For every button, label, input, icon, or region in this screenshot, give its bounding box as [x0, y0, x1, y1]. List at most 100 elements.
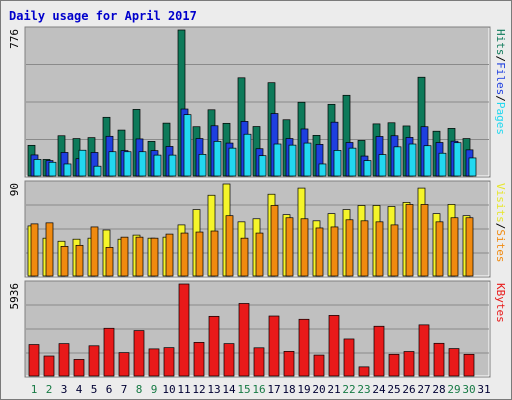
- x-tick-label-22: 22: [342, 383, 355, 396]
- hits-files-pages-bar-pages-1: [33, 159, 42, 177]
- kbytes-bar-kbytes-3: [58, 343, 70, 377]
- visits-sites-bar-sites-16: [255, 232, 264, 277]
- hits-files-pages-bar-pages-2: [48, 161, 57, 177]
- hits-files-pages-bar-pages-12: [198, 154, 207, 177]
- hits-files-pages-bar-pages-11: [183, 114, 192, 177]
- kbytes-bar-kbytes-28: [433, 342, 445, 377]
- hits-files-pages-bar-pages-6: [108, 151, 117, 177]
- visits-sites-bar-sites-8: [135, 236, 144, 277]
- kbytes-panel: 5936 KBytes: [8, 280, 507, 378]
- kbytes-bar-kbytes-9: [148, 348, 160, 377]
- x-tick-label-31: 31: [477, 383, 490, 396]
- hits-files-pages-bar-pages-9: [153, 154, 162, 177]
- visits-sites-bar-sites-17: [270, 205, 279, 277]
- x-tick-label-2: 2: [46, 383, 53, 396]
- hits-files-pages-bar-pages-29: [453, 142, 462, 177]
- visits-sites-bar-sites-2: [45, 222, 54, 277]
- kbytes-bar-kbytes-4: [73, 359, 85, 377]
- kbytes-bar-kbytes-21: [328, 315, 340, 377]
- x-tick-label-27: 27: [417, 383, 430, 396]
- hits-files-pages-bar-pages-16: [258, 155, 267, 177]
- legend-entry: KBytes: [494, 283, 507, 323]
- hits-files-pages-bar-pages-5: [93, 165, 102, 177]
- x-tick-label-21: 21: [327, 383, 340, 396]
- kbytes-bar-kbytes-19: [298, 318, 310, 377]
- visits-sites-bar-sites-7: [120, 236, 129, 277]
- visits-sites-legend: Visits/Sites: [494, 183, 507, 263]
- x-tick-label-18: 18: [282, 383, 295, 396]
- visits-sites-bar-sites-24: [375, 221, 384, 277]
- x-tick-label-9: 9: [151, 383, 158, 396]
- x-tick-label-29: 29: [447, 383, 460, 396]
- hits-files-pages-bar-pages-14: [228, 147, 237, 177]
- visits-sites-bar-sites-10: [165, 233, 174, 277]
- visits-sites-bar-sites-19: [300, 218, 309, 277]
- kbytes-bar-kbytes-15: [238, 303, 250, 377]
- x-tick-label-25: 25: [387, 383, 400, 396]
- visits-sites-bar-sites-1: [30, 223, 39, 277]
- x-tick-label-3: 3: [61, 383, 68, 396]
- kbytes-bar-kbytes-18: [283, 351, 295, 377]
- hits-files-pages-legend: Hits/Files/Pages: [494, 29, 507, 135]
- visits-sites-bar-sites-20: [315, 227, 324, 277]
- kbytes-bar-kbytes-16: [253, 347, 265, 377]
- visits-sites-ymax-label: 90: [8, 183, 21, 196]
- x-tick-label-28: 28: [432, 383, 445, 396]
- hits-files-pages-bar-pages-3: [63, 163, 72, 177]
- visits-sites-bar-sites-11: [180, 232, 189, 277]
- kbytes-bar-kbytes-30: [463, 353, 475, 377]
- kbytes-bar-kbytes-10: [163, 347, 175, 377]
- kbytes-bar-kbytes-20: [313, 354, 325, 377]
- kbytes-bar-kbytes-17: [268, 315, 280, 377]
- x-tick-label-10: 10: [162, 383, 175, 396]
- kbytes-bar-kbytes-2: [43, 355, 55, 377]
- hits-files-pages-bar-pages-26: [408, 143, 417, 177]
- legend-entry: Pages: [494, 102, 507, 135]
- hits-files-pages-bar-pages-27: [423, 145, 432, 177]
- kbytes-bar-kbytes-8: [133, 330, 145, 377]
- kbytes-bar-kbytes-26: [403, 351, 415, 377]
- visits-sites-bar-sites-3: [60, 246, 69, 277]
- x-tick-label-5: 5: [91, 383, 98, 396]
- legend-entry: /: [494, 56, 507, 63]
- hits-files-pages-bar-pages-8: [138, 151, 147, 177]
- visits-sites-bar-sites-25: [390, 224, 399, 277]
- visits-sites-bar-sites-27: [420, 204, 429, 277]
- legend-entry: Files: [494, 62, 507, 95]
- x-tick-label-17: 17: [267, 383, 280, 396]
- hits-files-pages-bar-pages-7: [123, 151, 132, 177]
- visits-sites-bar-sites-6: [105, 247, 114, 277]
- hits-files-pages-bar-pages-17: [273, 143, 282, 177]
- legend-entry: Sites: [494, 229, 507, 262]
- kbytes-bar-kbytes-27: [418, 324, 430, 377]
- hits-files-pages-ymax-label: 776: [8, 29, 21, 49]
- kbytes-ymax-label: 5936: [8, 283, 21, 310]
- x-tick-label-11: 11: [177, 383, 190, 396]
- kbytes-legend: KBytes: [494, 283, 507, 323]
- visits-sites-bar-sites-30: [465, 217, 474, 277]
- visits-sites-bar-sites-21: [330, 226, 339, 277]
- kbytes-bar-kbytes-14: [223, 343, 235, 377]
- x-tick-label-30: 30: [462, 383, 475, 396]
- x-tick-label-8: 8: [136, 383, 143, 396]
- kbytes-bar-kbytes-29: [448, 348, 460, 377]
- kbytes-bar-kbytes-1: [28, 344, 40, 377]
- hits-files-pages-bar-pages-4: [78, 149, 87, 177]
- kbytes-bar-kbytes-12: [193, 342, 205, 377]
- visits-sites-bar-sites-18: [285, 217, 294, 277]
- x-tick-label-13: 13: [207, 383, 220, 396]
- kbytes-bar-kbytes-25: [388, 353, 400, 377]
- hits-files-pages-bar-pages-30: [468, 157, 477, 177]
- kbytes-bar-kbytes-11: [178, 283, 190, 377]
- hits-files-pages-bar-pages-19: [303, 142, 312, 177]
- x-tick-label-1: 1: [31, 383, 38, 396]
- legend-entry: /: [494, 223, 507, 230]
- visits-sites-bar-sites-23: [360, 220, 369, 277]
- hits-files-pages-bar-pages-20: [318, 163, 327, 177]
- kbytes-bar-kbytes-22: [343, 338, 355, 377]
- kbytes-bar-kbytes-23: [358, 366, 370, 377]
- hits-files-pages-bar-pages-13: [213, 141, 222, 177]
- x-tick-label-15: 15: [237, 383, 250, 396]
- hits-files-pages-bar-pages-10: [168, 154, 177, 177]
